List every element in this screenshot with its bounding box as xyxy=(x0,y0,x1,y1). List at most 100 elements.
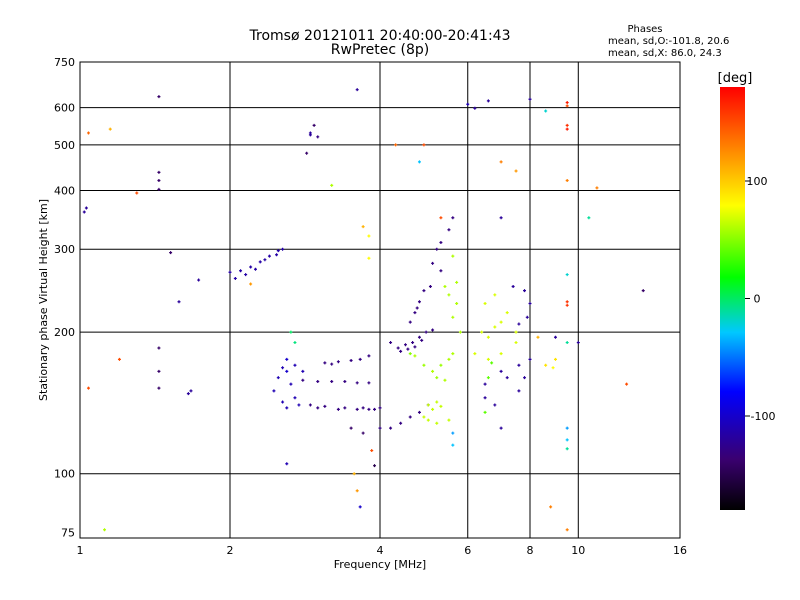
data-point xyxy=(499,160,503,164)
data-point xyxy=(82,210,86,214)
data-point xyxy=(406,347,410,351)
data-point xyxy=(297,403,301,407)
data-point xyxy=(528,357,532,361)
colorbar-tick-labels: 100 0 -100 xyxy=(745,175,775,423)
data-point xyxy=(493,293,497,297)
data-point xyxy=(480,330,484,334)
stats-line-x: mean, sd,X: 86.0, 24.3 xyxy=(608,48,722,59)
data-point xyxy=(483,302,487,306)
data-point xyxy=(451,216,455,220)
data-point xyxy=(258,260,262,264)
data-point xyxy=(431,328,435,332)
data-point xyxy=(177,300,181,304)
data-point xyxy=(523,376,527,380)
colorbar-gradient xyxy=(720,87,745,510)
data-point xyxy=(499,369,503,373)
data-point xyxy=(420,338,424,342)
data-point xyxy=(439,241,443,245)
data-point xyxy=(553,357,557,361)
data-point xyxy=(525,315,529,319)
x-tick-label: 8 xyxy=(527,544,534,557)
data-point xyxy=(417,335,421,339)
data-point xyxy=(233,276,237,280)
y-tick-label: 200 xyxy=(54,326,75,339)
data-point xyxy=(86,131,90,135)
data-point xyxy=(355,381,359,385)
data-point xyxy=(399,421,403,425)
data-point xyxy=(428,284,432,288)
data-point xyxy=(439,363,443,367)
data-point xyxy=(276,376,280,380)
data-point xyxy=(565,127,569,131)
x-tick-label: 1 xyxy=(77,544,84,557)
data-point xyxy=(157,95,161,99)
y-tick-label: 400 xyxy=(54,184,75,197)
data-point xyxy=(413,354,417,358)
colorbar-tick-label: -100 xyxy=(751,410,776,423)
data-point xyxy=(157,187,161,191)
data-point xyxy=(408,320,412,324)
data-point xyxy=(316,406,320,410)
data-point xyxy=(553,335,557,339)
y-tick-label: 500 xyxy=(54,139,75,152)
data-point xyxy=(451,431,455,435)
data-point xyxy=(451,315,455,319)
data-point xyxy=(565,123,569,127)
data-point xyxy=(565,300,569,304)
data-point xyxy=(422,363,426,367)
data-point xyxy=(473,352,477,356)
data-point xyxy=(422,415,426,419)
x-axis-label: Frequency [MHz] xyxy=(334,558,426,571)
data-point xyxy=(486,376,490,380)
data-point xyxy=(544,109,548,113)
data-point xyxy=(378,406,382,410)
data-point xyxy=(439,404,443,408)
chart-title: Tromsø 20121011 20:40:00-20:41:43 xyxy=(249,28,511,44)
data-point xyxy=(312,123,316,127)
x-tick-label: 4 xyxy=(377,544,384,557)
data-point xyxy=(426,418,430,422)
data-point xyxy=(435,400,439,404)
data-point xyxy=(157,369,161,373)
data-point xyxy=(399,349,403,353)
data-point xyxy=(367,256,371,260)
data-point xyxy=(272,389,276,393)
data-point xyxy=(305,151,309,155)
y-tick-label: 300 xyxy=(54,243,75,256)
data-point xyxy=(536,335,540,339)
colorbar-tick-label: 0 xyxy=(754,293,761,306)
stats-header: Phases xyxy=(627,24,662,35)
data-point xyxy=(447,228,451,232)
data-point xyxy=(367,407,371,411)
data-point xyxy=(84,206,88,210)
data-point xyxy=(301,378,305,382)
data-point xyxy=(281,247,285,251)
data-point xyxy=(439,269,443,273)
data-point xyxy=(451,443,455,447)
data-point xyxy=(565,438,569,442)
y-axis-label: Stationary phase Virtual Height [km] xyxy=(37,199,50,401)
data-point xyxy=(408,415,412,419)
data-point xyxy=(417,410,421,414)
data-point xyxy=(358,357,362,361)
data-point xyxy=(361,225,365,229)
data-point xyxy=(499,352,503,356)
data-point xyxy=(443,378,447,382)
data-point xyxy=(370,449,374,453)
data-point xyxy=(458,330,462,334)
data-point xyxy=(587,216,591,220)
data-point xyxy=(417,160,421,164)
data-point xyxy=(426,403,430,407)
data-point xyxy=(349,426,353,430)
data-point xyxy=(389,426,393,430)
data-point xyxy=(285,462,289,466)
data-point xyxy=(486,335,490,339)
data-point xyxy=(511,284,515,288)
data-point xyxy=(103,528,107,532)
data-point xyxy=(169,251,173,255)
data-point xyxy=(435,421,439,425)
y-tick-labels: 75 100 200 300 400 500 600 750 xyxy=(54,56,75,539)
data-point xyxy=(396,346,400,350)
data-point xyxy=(417,300,421,304)
